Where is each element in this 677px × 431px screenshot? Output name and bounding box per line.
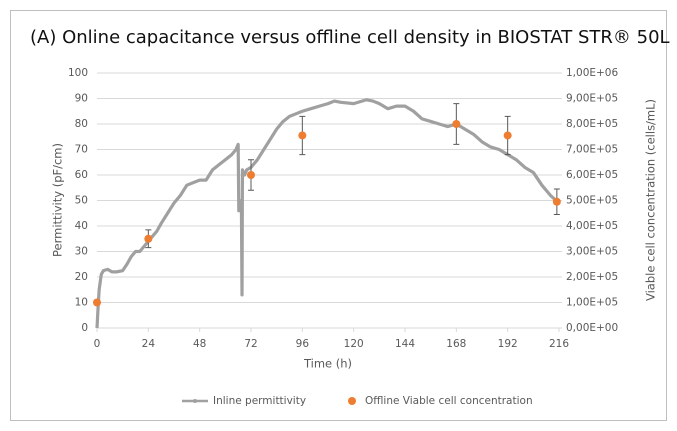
legend-marker bbox=[348, 397, 356, 405]
x-tick-label: 48 bbox=[193, 338, 206, 350]
x-tick-label: 168 bbox=[446, 338, 466, 350]
y2-tick-label: 2,00E+05 bbox=[566, 271, 618, 283]
y2-tick-label: 8,00E+05 bbox=[566, 118, 618, 130]
point bbox=[452, 120, 461, 128]
point bbox=[247, 171, 255, 179]
chart-frame bbox=[10, 10, 667, 421]
y2-tick-label: 4,00E+05 bbox=[566, 220, 618, 232]
y-tick-label: 40 bbox=[75, 220, 88, 232]
y2-tick-label: 5,00E+05 bbox=[566, 195, 618, 207]
point bbox=[144, 234, 153, 243]
y-tick-label: 30 bbox=[75, 246, 88, 258]
legend-label: Inline permittivity bbox=[213, 395, 306, 407]
x-tick-label: 24 bbox=[142, 338, 156, 350]
y2-axis-label: Viable cell concentration (cells/mL) bbox=[644, 99, 658, 301]
legend-marker bbox=[193, 399, 197, 403]
x-tick-label: 216 bbox=[549, 338, 569, 350]
x-tick-label: 144 bbox=[395, 338, 415, 350]
y-tick-label: 100 bbox=[68, 67, 88, 79]
y2-tick-label: 3,00E+05 bbox=[566, 246, 618, 258]
y2-tick-label: 7,00E+05 bbox=[566, 144, 618, 156]
x-tick-label: 0 bbox=[94, 338, 101, 350]
y2-tick-label: 1,00E+06 bbox=[566, 67, 618, 79]
point bbox=[93, 298, 101, 307]
y-tick-label: 20 bbox=[75, 271, 88, 283]
y-tick-label: 80 bbox=[75, 118, 88, 130]
y2-tick-label: 9,00E+05 bbox=[566, 93, 618, 105]
x-tick-label: 96 bbox=[296, 338, 310, 350]
y-axis-label: Permittivity (pF/cm) bbox=[51, 143, 65, 257]
x-tick-label: 192 bbox=[498, 338, 518, 350]
y2-tick-label: 6,00E+05 bbox=[566, 169, 618, 181]
y2-tick-label: 0,00E+00 bbox=[566, 322, 618, 334]
y-tick-label: 60 bbox=[75, 169, 88, 181]
x-tick-label: 72 bbox=[244, 338, 257, 350]
y-tick-label: 0 bbox=[81, 322, 88, 334]
point bbox=[552, 197, 561, 206]
y2-tick-label: 1,00E+05 bbox=[566, 297, 618, 309]
y-tick-label: 50 bbox=[75, 195, 88, 207]
x-tick-label: 120 bbox=[344, 338, 364, 350]
y-tick-label: 70 bbox=[75, 144, 88, 156]
chart-title: (A) Online capacitance versus offline ce… bbox=[30, 27, 670, 48]
legend-label: Offline Viable cell concentration bbox=[365, 395, 533, 407]
y-tick-label: 10 bbox=[75, 297, 88, 309]
y-tick-label: 90 bbox=[75, 93, 88, 105]
point bbox=[298, 131, 307, 140]
x-axis-label: Time (h) bbox=[303, 357, 352, 371]
point bbox=[503, 131, 512, 140]
